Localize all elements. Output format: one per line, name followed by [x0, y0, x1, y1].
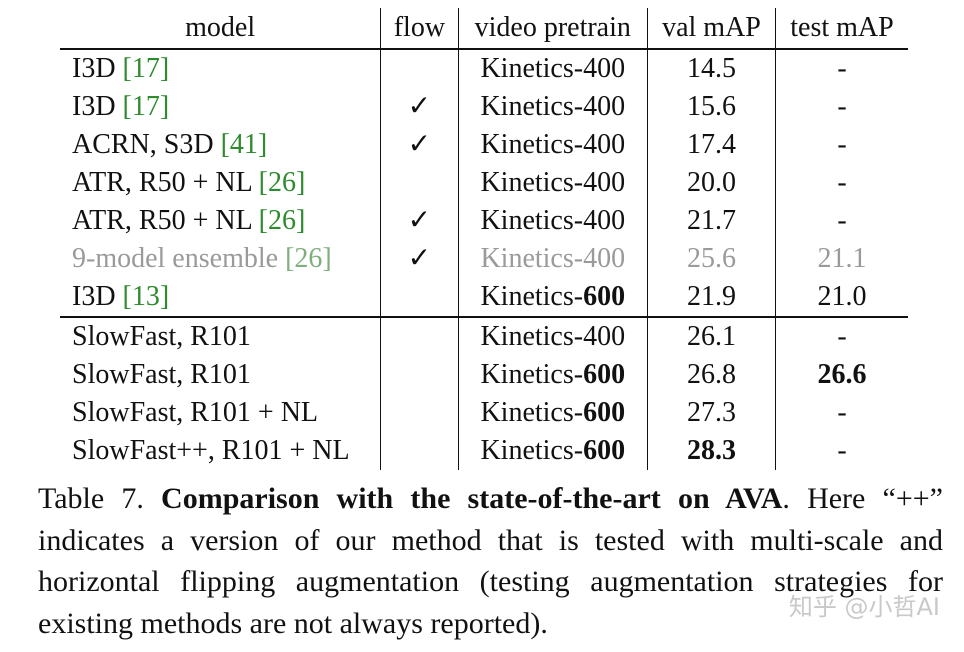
pretrain-cell: Kinetics-400 [458, 126, 648, 164]
flow-cell [380, 164, 459, 202]
flow-cell [380, 316, 459, 356]
test-map-cell: - [837, 397, 847, 428]
val-map-cell: 28.3 [647, 432, 776, 470]
caption-body: . Here “++” indicates a version of our m… [38, 482, 943, 640]
flow-cell [380, 432, 459, 470]
table-row: ACRN, S3D [41] ✓ Kinetics-400 17.4 - [60, 126, 908, 164]
model-cell: ATR, R50 + NL [26] [60, 202, 382, 240]
model-name: ATR, R50 + NL [72, 167, 252, 198]
model-name: ACRN, S3D [72, 129, 214, 160]
val-map-cell: 26.1 [647, 316, 776, 356]
header-val-map: val mAP [647, 8, 776, 50]
pretrain-cell: Kinetics-600 [458, 278, 648, 317]
flow-cell: ✓ [380, 202, 459, 240]
model-cell: I3D [17] [60, 88, 382, 126]
val-map-cell: 26.8 [647, 356, 776, 394]
pretrain-cell: Kinetics-600 [458, 432, 648, 470]
val-map-cell: 27.3 [647, 394, 776, 432]
table-row: I3D [17] Kinetics-400 14.5 - [60, 49, 908, 88]
model-name: SlowFast, R101 [72, 359, 251, 390]
val-map-cell: 20.0 [647, 164, 776, 202]
caption-title: Comparison with the state-of-the-art on … [161, 482, 783, 515]
test-map-cell: - [837, 53, 847, 84]
table-row: ATR, R50 + NL [26] Kinetics-400 20.0 - [60, 164, 908, 202]
val-map-cell: 15.6 [647, 88, 776, 126]
test-map-cell: - [837, 129, 847, 160]
test-map-cell: - [837, 435, 847, 466]
pretrain-cell: Kinetics-400 [458, 240, 648, 278]
test-map-cell: - [837, 91, 847, 122]
model-name: SlowFast, R101 [72, 321, 251, 352]
table-row: SlowFast++, R101 + NL Kinetics-600 28.3 … [60, 432, 908, 470]
model-name: I3D [72, 53, 116, 84]
model-cell: I3D [17] [60, 49, 382, 88]
citation: [17] [122, 53, 170, 84]
model-cell: 9-model ensemble [26] [60, 240, 382, 278]
flow-cell: ✓ [380, 240, 459, 278]
caption-label: Table 7. [38, 482, 144, 515]
model-cell: SlowFast, R101 [60, 356, 382, 394]
citation: [26] [258, 205, 306, 236]
model-cell: ATR, R50 + NL [26] [60, 164, 382, 202]
pretrain-cell: Kinetics-400 [458, 316, 648, 356]
citation: [41] [220, 129, 268, 160]
pretrain-cell: Kinetics-400 [458, 88, 648, 126]
citation: [26] [285, 243, 332, 274]
header-flow: flow [380, 8, 459, 50]
table-row: SlowFast, R101 + NL Kinetics-600 27.3 - [60, 394, 908, 432]
table-row: SlowFast, R101 Kinetics-400 26.1 - [60, 316, 908, 356]
model-cell: SlowFast, R101 [60, 316, 382, 356]
table-row: ATR, R50 + NL [26] ✓ Kinetics-400 21.7 - [60, 202, 908, 240]
comparison-table: model flow video pretrain val mAP test m… [60, 8, 908, 470]
citation: [17] [122, 91, 170, 122]
test-map-cell: 21.1 [817, 243, 867, 274]
val-map-cell: 21.9 [647, 278, 776, 317]
pretrain-cell: Kinetics-600 [458, 394, 648, 432]
model-name: I3D [72, 91, 116, 122]
citation: [26] [258, 167, 306, 198]
test-map-cell: - [837, 205, 847, 236]
test-map-cell: 21.0 [817, 281, 867, 312]
model-cell: SlowFast++, R101 + NL [60, 432, 382, 470]
pretrain-cell: Kinetics-400 [458, 49, 648, 88]
table-header-row: model flow video pretrain val mAP test m… [60, 8, 908, 50]
val-map-cell: 14.5 [647, 49, 776, 88]
model-name: SlowFast++, R101 + NL [72, 435, 350, 466]
table-row: I3D [17] ✓ Kinetics-400 15.6 - [60, 88, 908, 126]
model-name: 9-model ensemble [72, 243, 279, 274]
header-model: model [60, 8, 382, 50]
model-name: SlowFast, R101 + NL [72, 397, 319, 428]
watermark: 知乎 @小哲AI [788, 593, 940, 621]
test-map-cell: - [775, 316, 908, 356]
pretrain-cell: Kinetics-400 [458, 202, 648, 240]
flow-cell [380, 356, 459, 394]
pretrain-cell: Kinetics-600 [458, 356, 648, 394]
model-name: I3D [72, 281, 116, 312]
table-row: SlowFast, R101 Kinetics-600 26.8 26.6 [60, 356, 908, 394]
val-map-cell: 17.4 [647, 126, 776, 164]
table-row: I3D [13] Kinetics-600 21.9 21.0 [60, 278, 908, 317]
citation: [13] [122, 281, 170, 312]
model-cell: SlowFast, R101 + NL [60, 394, 382, 432]
pretrain-cell: Kinetics-400 [458, 164, 648, 202]
flow-cell [380, 49, 459, 88]
model-cell: I3D [13] [60, 278, 382, 317]
flow-cell: ✓ [380, 88, 459, 126]
header-test-map: test mAP [775, 8, 908, 50]
flow-cell [380, 394, 459, 432]
table-row-ensemble: 9-model ensemble [26] ✓ Kinetics-400 25.… [60, 240, 908, 278]
model-cell: ACRN, S3D [41] [60, 126, 382, 164]
test-map-cell: 26.6 [817, 359, 867, 390]
val-map-cell: 25.6 [647, 240, 776, 278]
comparison-table-container: model flow video pretrain val mAP test m… [60, 8, 908, 470]
val-map-cell: 21.7 [647, 202, 776, 240]
model-name: ATR, R50 + NL [72, 205, 252, 236]
test-map-cell: - [837, 167, 847, 198]
flow-cell [380, 278, 459, 317]
flow-cell: ✓ [380, 126, 459, 164]
table-caption: Table 7. Comparison with the state-of-th… [38, 478, 943, 644]
header-video-pretrain: video pretrain [458, 8, 648, 50]
